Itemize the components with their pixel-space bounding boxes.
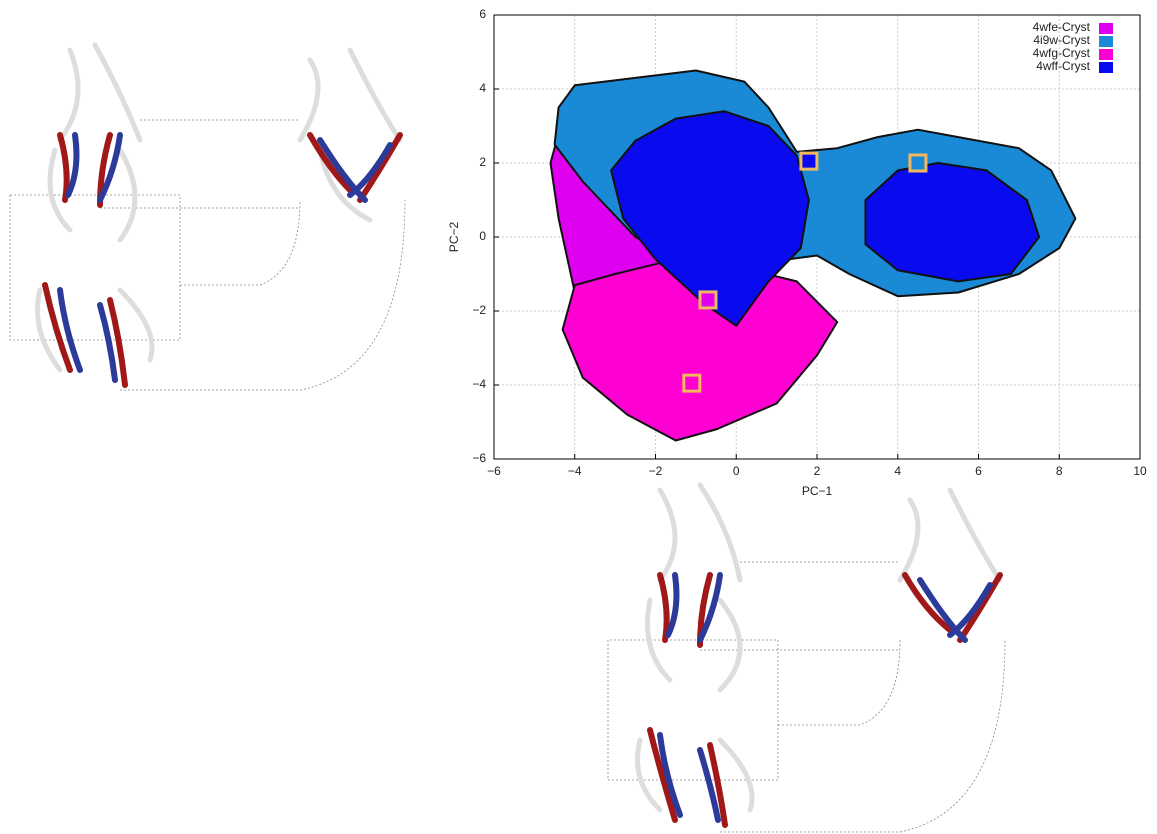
x-tick-label: −6 bbox=[487, 464, 501, 478]
pca-plot bbox=[494, 15, 1140, 459]
y-tick-label: −4 bbox=[472, 377, 486, 391]
legend-swatch bbox=[1099, 23, 1113, 34]
y-tick-label: 6 bbox=[479, 7, 486, 21]
x-tick-label: −4 bbox=[568, 464, 582, 478]
legend-label: 4wff-Cryst bbox=[1036, 59, 1090, 73]
crystal-marker bbox=[684, 375, 700, 391]
crystal-marker bbox=[700, 292, 716, 308]
y-tick-label: 2 bbox=[479, 155, 486, 169]
structure-panel-top-left bbox=[10, 45, 405, 390]
x-tick-label: −2 bbox=[649, 464, 663, 478]
legend-swatch bbox=[1099, 36, 1113, 47]
x-tick-label: 0 bbox=[733, 464, 740, 478]
crystal-marker bbox=[801, 153, 817, 169]
legend-label: 4i9w-Cryst bbox=[1033, 33, 1090, 47]
figure: PC−1 PC−2 −6 −4 −2 0 2 4 6 8 10 −6 −4 −2 0 2 4 6 4wfe-Cr… bbox=[0, 0, 1157, 834]
legend-label: 4wfg-Cryst bbox=[1033, 46, 1091, 60]
y-tick-label: 0 bbox=[479, 229, 486, 243]
structure-panel-bottom bbox=[608, 485, 1005, 832]
crystal-marker bbox=[910, 155, 926, 171]
x-tick-label: 8 bbox=[1056, 464, 1063, 478]
legend-label: 4wfe-Cryst bbox=[1033, 20, 1091, 34]
y-tick-label: −2 bbox=[472, 303, 486, 317]
y-axis-label: PC−2 bbox=[447, 222, 461, 253]
y-tick-label: 4 bbox=[479, 81, 486, 95]
x-axis-label: PC−1 bbox=[802, 484, 833, 498]
x-tick-label: 2 bbox=[814, 464, 821, 478]
x-tick-label: 6 bbox=[975, 464, 982, 478]
x-tick-label: 4 bbox=[894, 464, 901, 478]
x-tick-label: 10 bbox=[1133, 464, 1147, 478]
legend-swatch bbox=[1099, 49, 1113, 60]
y-tick-label: −6 bbox=[472, 451, 486, 465]
legend-swatch bbox=[1099, 62, 1113, 73]
